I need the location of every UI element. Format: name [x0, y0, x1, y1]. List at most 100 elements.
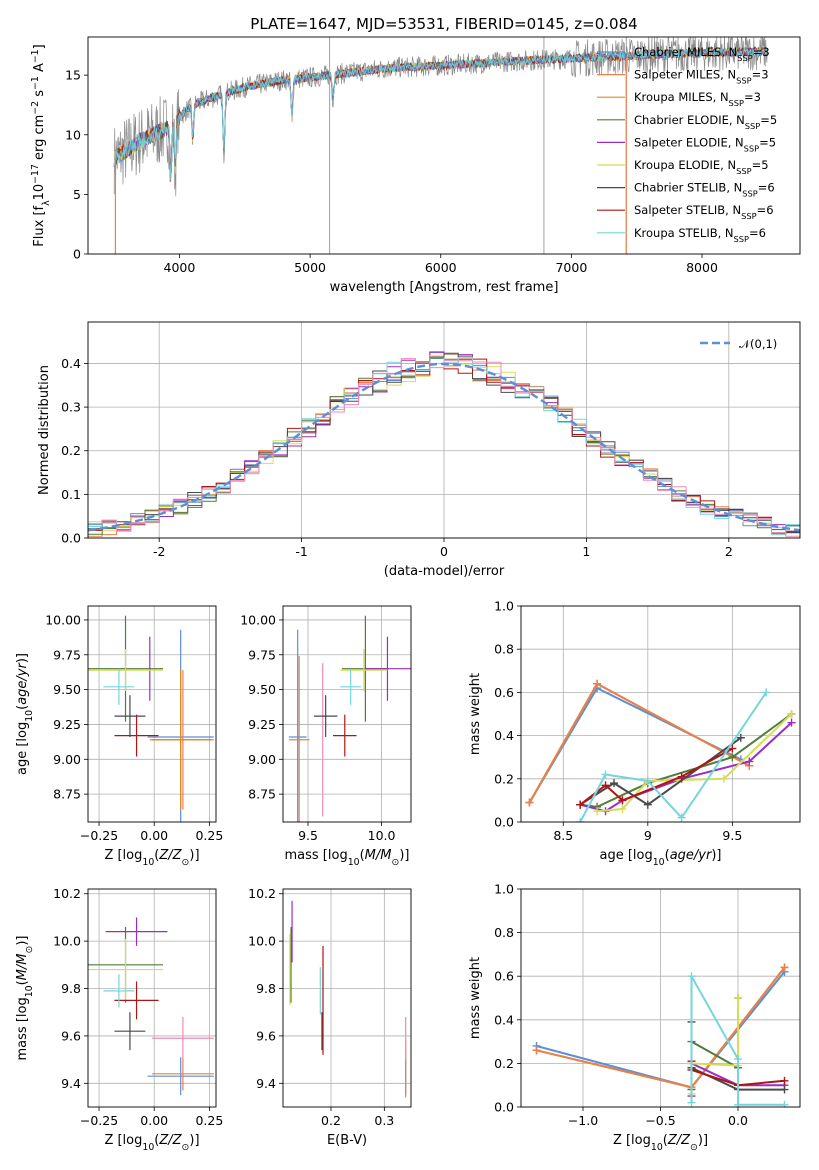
y-tick-label: 9.4	[61, 1076, 81, 1091]
y-tick-label: 9.00	[53, 752, 81, 767]
weight-marker	[532, 1046, 541, 1055]
y-tick-label: 9.8	[61, 981, 81, 996]
y-tick-label: 0.3	[61, 400, 81, 415]
axes-frame	[87, 888, 217, 1108]
y-tick-label: 9.50	[248, 682, 276, 697]
x-tick-label: 0.25	[195, 828, 223, 843]
panel-0: 4000 5000 6000 7000 8000 0 5 10 15 PLATE=1647, MJ…	[30, 15, 801, 295]
weight-line-1	[528, 682, 750, 804]
y-tick-label: 0.2	[61, 443, 81, 458]
panel-5: −0.25 0.00 0.25 9.4 9.6 9.8 10.0 10.2 Z [log10(Z…	[15, 886, 223, 1152]
x-tick-label: 7000	[555, 260, 587, 275]
panel-4: 8.5 9 9.5 0.0 0.2 0.4 0.6 0.8 1.0 age [log10(age/…	[468, 599, 801, 868]
y-tick-label: 9.6	[256, 1028, 276, 1043]
weight-marker	[780, 1100, 789, 1107]
x-tick-label: −0.25	[80, 1113, 118, 1128]
y-tick-label: 0.8	[494, 642, 514, 657]
y-tick-label: 0.4	[494, 728, 514, 743]
x-axis-label: Z [log10(Z/Z⊙)]	[104, 848, 199, 868]
weight-marker	[719, 774, 728, 783]
y-tick-label: 10.00	[240, 612, 276, 627]
x-axis-label: (data-model)/error	[384, 564, 505, 579]
weight-marker	[687, 1098, 696, 1107]
y-tick-label: 10	[65, 127, 81, 142]
plot-area	[88, 917, 214, 1096]
y-tick-label: 10.0	[248, 934, 276, 949]
weight-marker	[780, 963, 789, 972]
weight-marker	[787, 718, 796, 727]
panel-7: −1.0 −0.5 0.0 0.0 0.2 0.4 0.6 0.8 1.0 Z [log10(Z/…	[468, 882, 801, 1153]
y-tick-label: 8.75	[53, 787, 81, 802]
plot-area	[289, 900, 407, 1098]
y-tick-label: 0.4	[61, 356, 81, 371]
x-tick-label: −0.5	[645, 1113, 675, 1128]
x-tick-label: 9.5	[298, 828, 318, 843]
y-axis-label: mass weight	[468, 957, 483, 1039]
axes-frame	[282, 605, 412, 823]
y-tick-label: 0.2	[494, 1056, 514, 1071]
x-tick-label: 0.00	[140, 828, 168, 843]
y-tick-label: 15	[65, 68, 81, 83]
legend-entry: Chabrier MILES, NSSP=3	[634, 45, 770, 63]
y-tick-label: 1.0	[494, 599, 514, 614]
x-tick-label: 5000	[294, 260, 326, 275]
x-tick-label: 6000	[425, 260, 457, 275]
y-tick-label: 1.0	[494, 882, 514, 897]
x-tick-label: 9.5	[722, 828, 742, 843]
axes-frame	[520, 888, 801, 1108]
histogram-step-10	[88, 358, 800, 537]
y-tick-label: 10.0	[53, 934, 81, 949]
weight-marker	[618, 796, 627, 805]
normal-curve	[88, 362, 800, 532]
x-tick-label: 0.00	[140, 1113, 168, 1128]
weight-line-5	[597, 713, 793, 813]
y-tick-label: 9.00	[248, 752, 276, 767]
weight-marker	[780, 1076, 789, 1085]
y-axis-label: Flux [fλ10−17 erg cm−2 s−1 A−1]	[30, 44, 52, 246]
x-axis-label: age [log10(age/yr)]	[599, 848, 721, 868]
weight-line-3	[690, 998, 739, 1090]
y-tick-label: 0.1	[61, 487, 81, 502]
y-tick-label: 10.2	[53, 886, 81, 901]
weight-marker	[643, 800, 652, 809]
x-tick-label: 8000	[686, 260, 718, 275]
y-axis-label: mass [log10(M/M⊙)]	[15, 936, 35, 1061]
weight-marker	[610, 779, 618, 788]
legend-entry: Chabrier STELIB, NSSP=6	[634, 181, 775, 199]
x-axis-label: mass [log10(M/M⊙)]	[285, 848, 410, 868]
x-tick-label: −0.25	[80, 828, 118, 843]
x-axis-label: E(B-V)	[327, 1133, 367, 1148]
plot-area	[532, 963, 789, 1107]
plot-area	[88, 351, 800, 537]
y-tick-label: 9.25	[248, 717, 276, 732]
x-axis-label: Z [log10(Z/Z⊙)]	[613, 1133, 708, 1153]
x-tick-label: 0.0	[728, 1113, 748, 1128]
x-tick-label: 2	[725, 544, 733, 559]
weight-marker	[601, 770, 610, 779]
x-tick-label: −1.0	[568, 1113, 598, 1128]
y-tick-label: 0	[73, 247, 81, 262]
y-tick-label: 0.4	[494, 1012, 514, 1027]
x-tick-label: 0.2	[321, 1113, 341, 1128]
y-tick-label: 9.4	[256, 1076, 276, 1091]
x-axis-label: Z [log10(Z/Z⊙)]	[104, 1133, 199, 1153]
y-axis-label: mass weight	[468, 673, 483, 755]
y-tick-label: 5	[73, 187, 81, 202]
panel-2: −0.25 0.00 0.25 8.75 9.00 9.25 9.50 9.75 10.00 Z …	[15, 605, 223, 868]
y-tick-label: 10.00	[45, 612, 81, 627]
x-tick-label: 9	[644, 828, 652, 843]
x-tick-label: 1	[582, 544, 590, 559]
legend-entry: Chabrier ELODIE, NSSP=5	[634, 113, 777, 131]
y-tick-label: 0.8	[494, 925, 514, 940]
y-tick-label: 9.6	[61, 1028, 81, 1043]
y-tick-label: 0.0	[494, 815, 514, 830]
legend-entry: Salpeter MILES, NSSP=3	[634, 68, 769, 86]
weight-marker	[525, 798, 534, 807]
legend-entry: Kroupa ELODIE, NSSP=5	[634, 158, 769, 176]
weight-marker	[745, 757, 754, 766]
weight-marker	[677, 813, 686, 822]
legend-entry: Kroupa MILES, NSSP=3	[634, 90, 761, 108]
y-tick-label: 9.75	[248, 647, 276, 662]
y-tick-label: 9.8	[256, 981, 276, 996]
axes-frame	[87, 605, 217, 823]
